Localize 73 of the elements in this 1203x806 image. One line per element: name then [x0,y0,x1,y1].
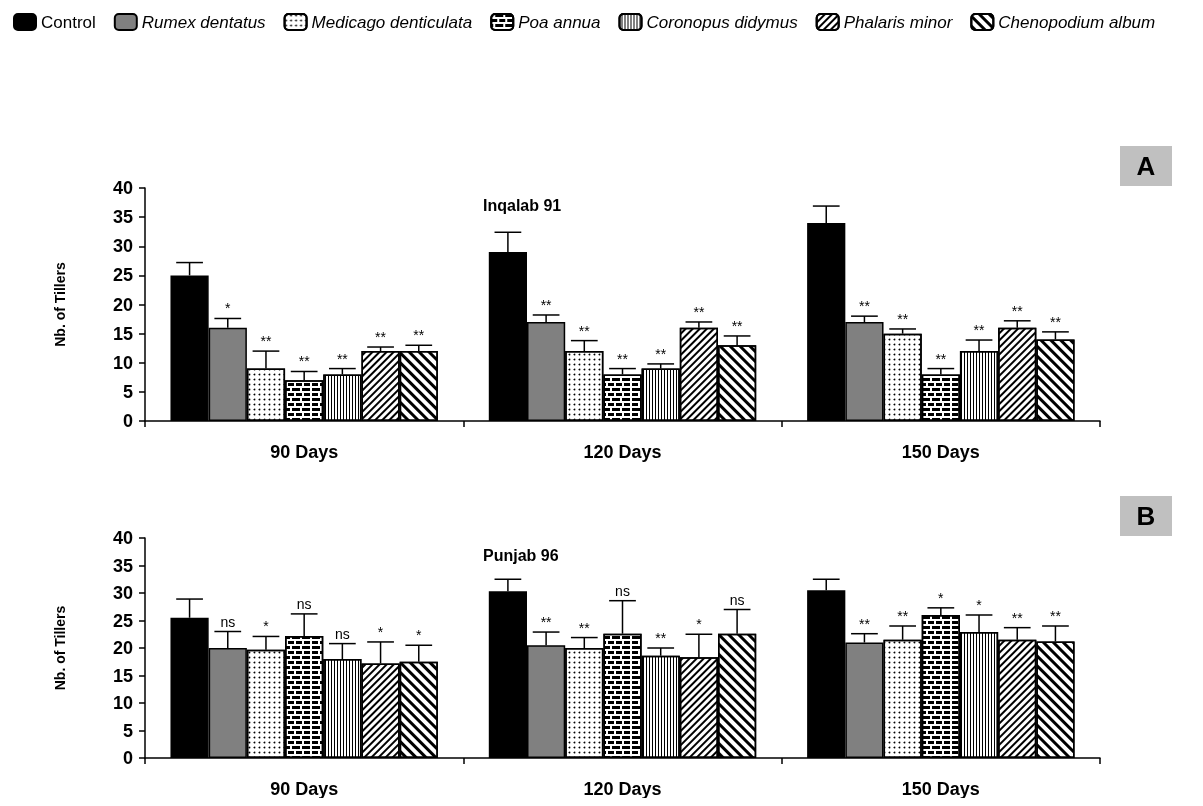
data-label: ** [655,345,667,362]
y-tick-label: 35 [112,207,133,228]
data-label: ** [858,615,871,632]
data-label: ** [578,619,591,636]
y-tick-label: 25 [112,610,133,631]
text: A [1136,151,1156,181]
x-tick-label: 150 Days [901,442,980,462]
y-axis-title: Nb. of Tillers [52,605,68,691]
data-label: ns [729,591,745,608]
text: B [1136,501,1156,531]
y-tick-label: 30 [112,236,133,257]
data-label: ** [897,608,909,624]
x-tick-label: 120 Days [583,779,662,799]
data-label: ** [1011,302,1024,319]
legend-label: Control [41,12,96,32]
data-label: ** [935,350,947,367]
data-label: ns [296,595,312,612]
legend-label: Rumex dentatus [141,12,267,32]
data-label: ** [540,614,553,631]
y-tick-label: 15 [112,665,133,686]
data-label: ** [578,322,591,339]
data-label: ** [1049,313,1062,330]
data-label: ** [1049,608,1062,624]
data-label: ns [334,625,350,642]
data-label: ** [858,298,871,315]
data-label: ns [615,582,630,599]
data-label: ** [1011,609,1024,626]
data-label: ** [336,350,349,367]
legend-label: Medicago denticulata [311,12,473,32]
text: Inqalab 91 [483,196,562,214]
x-tick-label: 150 Days [901,779,980,799]
data-label: ** [298,353,311,370]
data-label: * [377,623,384,640]
data-label: * [416,627,423,644]
data-label: ** [731,317,744,334]
y-tick-label: 15 [112,323,133,344]
y-tick-label: 5 [122,720,133,741]
data-label: ** [260,333,272,350]
data-label: ** [693,303,705,320]
y-tick-label: 35 [112,555,133,576]
text: Punjab 96 [483,546,559,564]
y-tick-label: 10 [112,693,133,713]
y-tick-label: 40 [112,528,133,548]
data-label: * [225,300,232,317]
data-label: * [938,589,945,606]
y-tick-label: 25 [112,265,133,286]
data-label: ns [220,613,236,630]
data-label: * [696,616,703,633]
data-label: ** [540,296,553,313]
y-tick-label: 0 [122,748,133,768]
legend-label: Phalaris minor [843,12,954,32]
y-tick-label: 20 [112,638,133,658]
y-tick-label: 20 [112,294,133,315]
x-tick-label: 120 Days [583,442,662,462]
legend-label: Poa annua [518,12,601,32]
y-tick-label: 5 [122,381,133,402]
y-tick-label: 0 [122,411,133,431]
data-label: ** [413,327,425,344]
data-label: * [976,597,983,613]
data-label: ** [375,329,387,346]
y-tick-label: 30 [112,583,133,603]
x-tick-label: 90 Days [270,442,339,462]
data-label: * [263,618,270,635]
data-label: ** [617,350,629,367]
y-axis-title: Nb. of Tillers [52,262,68,347]
legend-label: Chenopodium album [998,12,1156,32]
data-label: ** [655,630,667,646]
x-tick-label: 90 Days [270,779,339,799]
data-label: ** [973,322,986,339]
data-label: ** [897,310,909,327]
y-tick-label: 40 [112,178,133,198]
y-tick-label: 10 [112,352,133,373]
legend-label: Coronopus didymus [646,12,799,32]
